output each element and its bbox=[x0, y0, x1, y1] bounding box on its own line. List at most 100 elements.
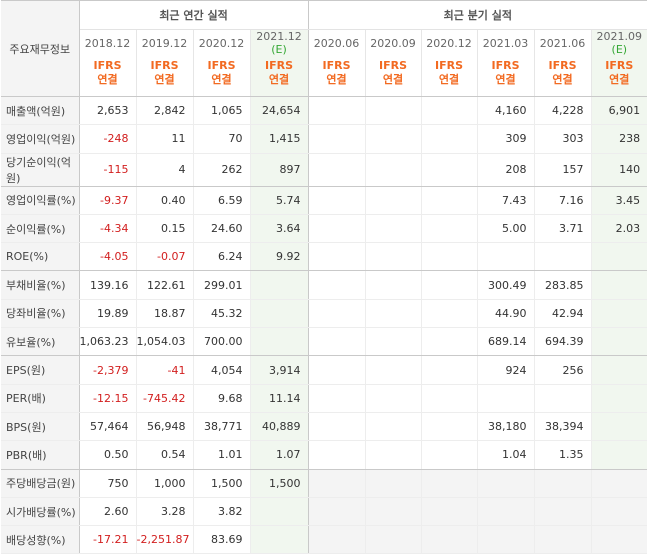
value-cell bbox=[307, 525, 366, 554]
value-cell bbox=[420, 497, 478, 527]
value-cell bbox=[307, 153, 366, 187]
ifrs-label: IFRS bbox=[491, 59, 520, 72]
value-cell bbox=[307, 96, 366, 126]
value-cell bbox=[249, 270, 309, 300]
row-label: 영업이익(억원) bbox=[1, 124, 80, 154]
value-cell bbox=[364, 384, 422, 413]
quarterly-results-title: 최근 분기 실적 bbox=[307, 0, 648, 30]
period-label: 2020.12 bbox=[426, 36, 472, 50]
value-cell bbox=[307, 327, 366, 357]
value-cell: 262 bbox=[192, 153, 250, 187]
value-cell: 2,653 bbox=[78, 96, 136, 126]
value-cell: 0.54 bbox=[135, 440, 193, 470]
table-row: 배당성향(%) -17.21 -2,251.87 83.69 bbox=[1, 525, 648, 554]
row-label: PER(배) bbox=[1, 384, 80, 413]
value-cell bbox=[307, 214, 366, 244]
value-cell bbox=[590, 242, 648, 272]
consolidated-label: 연결 bbox=[609, 73, 630, 86]
value-cell: 56,948 bbox=[135, 412, 193, 442]
value-cell: -41 bbox=[135, 355, 193, 385]
value-cell bbox=[307, 384, 366, 413]
value-cell: 157 bbox=[533, 153, 592, 187]
value-cell: -0.07 bbox=[135, 242, 193, 272]
value-cell: 4 bbox=[135, 153, 193, 187]
value-cell bbox=[364, 96, 422, 126]
value-cell: 38,394 bbox=[533, 412, 592, 442]
ifrs-badge: IFRS 연결 bbox=[307, 56, 366, 97]
value-cell bbox=[420, 525, 478, 554]
value-cell: -2,379 bbox=[78, 355, 136, 385]
period-header: 2019.12 bbox=[135, 29, 193, 56]
value-cell bbox=[364, 186, 422, 215]
row-label: 순이익률(%) bbox=[1, 214, 80, 244]
value-cell bbox=[420, 270, 478, 300]
value-cell: 309 bbox=[476, 124, 535, 154]
value-cell: 38,180 bbox=[476, 412, 535, 442]
value-cell bbox=[476, 525, 535, 554]
value-cell: 4,160 bbox=[476, 96, 535, 126]
value-cell bbox=[590, 412, 648, 442]
row-label: 배당성향(%) bbox=[1, 525, 80, 554]
value-cell bbox=[590, 440, 648, 470]
value-cell bbox=[420, 299, 478, 329]
value-cell: 3.71 bbox=[533, 214, 592, 244]
value-cell: 42.94 bbox=[533, 299, 592, 329]
ifrs-badge: IFRS 연결 bbox=[78, 56, 136, 97]
value-cell: 4,228 bbox=[533, 96, 592, 126]
value-cell bbox=[420, 327, 478, 357]
consolidated-label: 연결 bbox=[97, 73, 118, 86]
ifrs-badge: IFRS 연결 bbox=[364, 56, 422, 97]
value-cell: -248 bbox=[78, 124, 136, 154]
consolidated-label: 연결 bbox=[438, 73, 460, 86]
value-cell: 9.68 bbox=[192, 384, 250, 413]
value-cell bbox=[364, 469, 422, 498]
value-cell: 750 bbox=[78, 469, 136, 498]
value-cell bbox=[364, 242, 422, 272]
value-cell: 83.69 bbox=[192, 525, 250, 554]
value-cell: 1,000 bbox=[135, 469, 193, 498]
consolidated-label: 연결 bbox=[154, 73, 175, 86]
period-header: 2020.09 bbox=[364, 29, 422, 56]
table-row: PBR(배) 0.50 0.54 1.01 1.07 1.04 1.35 bbox=[1, 440, 648, 470]
row-label: 주당배당금(원) bbox=[1, 469, 80, 498]
value-cell bbox=[307, 242, 366, 272]
value-cell: 11 bbox=[135, 124, 193, 154]
value-cell bbox=[364, 299, 422, 329]
value-cell bbox=[420, 384, 478, 413]
value-cell: 4,054 bbox=[192, 355, 250, 385]
value-cell bbox=[364, 412, 422, 442]
value-cell: 3.28 bbox=[135, 497, 193, 527]
value-cell: 689.14 bbox=[476, 327, 535, 357]
period-label: 2020.06 bbox=[313, 36, 360, 50]
ifrs-label: IFRS bbox=[150, 59, 179, 72]
value-cell: 6.24 bbox=[192, 242, 250, 272]
value-cell: -115 bbox=[78, 153, 136, 187]
value-cell: 24,654 bbox=[249, 96, 309, 126]
value-cell: 6,901 bbox=[590, 96, 648, 126]
value-cell bbox=[249, 497, 309, 527]
ifrs-label: IFRS bbox=[379, 59, 408, 72]
value-cell: 300.49 bbox=[476, 270, 535, 300]
value-cell: 1,065 bbox=[192, 96, 250, 126]
value-cell bbox=[476, 497, 535, 527]
value-cell: 1,063.23 bbox=[78, 327, 136, 357]
value-cell: 238 bbox=[590, 124, 648, 154]
value-cell: 7.43 bbox=[476, 186, 535, 215]
value-cell: 3.45 bbox=[590, 186, 648, 215]
value-cell bbox=[476, 469, 535, 498]
ifrs-badge: IFRS 연결 bbox=[533, 56, 592, 97]
value-cell: 2.03 bbox=[590, 214, 648, 244]
value-cell bbox=[249, 525, 309, 554]
value-cell: 57,464 bbox=[78, 412, 136, 442]
value-cell bbox=[420, 355, 478, 385]
estimate-mark: (E) bbox=[271, 43, 287, 56]
value-cell: 0.50 bbox=[78, 440, 136, 470]
value-cell: 924 bbox=[476, 355, 535, 385]
value-cell bbox=[307, 355, 366, 385]
value-cell: 1,500 bbox=[249, 469, 309, 498]
value-cell: 18.87 bbox=[135, 299, 193, 329]
table-row: 영업이익(억원) -248 11 70 1,415 309 303 238 bbox=[1, 124, 648, 154]
table-row: PER(배) -12.15 -745.42 9.68 11.14 bbox=[1, 384, 648, 413]
value-cell: 3.82 bbox=[192, 497, 250, 527]
